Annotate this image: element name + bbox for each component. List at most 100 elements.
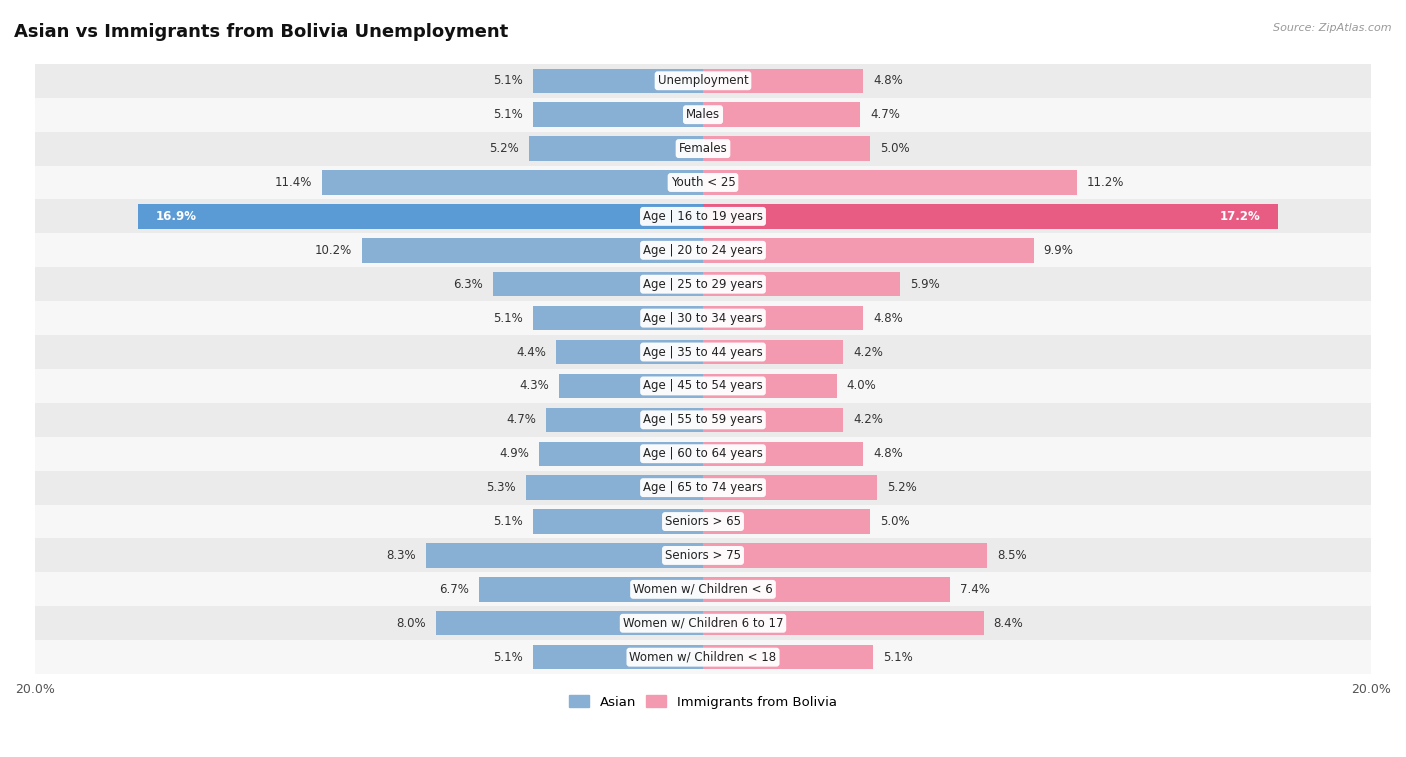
Text: 6.7%: 6.7% bbox=[439, 583, 470, 596]
Text: 4.8%: 4.8% bbox=[873, 312, 903, 325]
Text: Unemployment: Unemployment bbox=[658, 74, 748, 87]
Text: 5.1%: 5.1% bbox=[883, 651, 912, 664]
Text: Women w/ Children < 18: Women w/ Children < 18 bbox=[630, 651, 776, 664]
Bar bbox=[703, 374, 837, 398]
Text: 5.1%: 5.1% bbox=[494, 74, 523, 87]
Bar bbox=[703, 611, 984, 635]
Bar bbox=[703, 136, 870, 160]
Bar bbox=[35, 403, 1371, 437]
Text: Age | 25 to 29 years: Age | 25 to 29 years bbox=[643, 278, 763, 291]
Bar bbox=[703, 272, 900, 297]
Text: 8.3%: 8.3% bbox=[387, 549, 416, 562]
Bar bbox=[35, 132, 1371, 166]
Text: Women w/ Children < 6: Women w/ Children < 6 bbox=[633, 583, 773, 596]
Text: 4.4%: 4.4% bbox=[516, 345, 546, 359]
Bar bbox=[138, 204, 703, 229]
Bar bbox=[555, 340, 703, 364]
Bar bbox=[703, 102, 860, 127]
Text: Seniors > 75: Seniors > 75 bbox=[665, 549, 741, 562]
Bar bbox=[533, 102, 703, 127]
Text: 8.4%: 8.4% bbox=[994, 617, 1024, 630]
Text: 8.0%: 8.0% bbox=[396, 617, 426, 630]
Text: 5.0%: 5.0% bbox=[880, 142, 910, 155]
Text: Seniors > 65: Seniors > 65 bbox=[665, 515, 741, 528]
Bar bbox=[703, 340, 844, 364]
Bar bbox=[703, 645, 873, 669]
Bar bbox=[35, 64, 1371, 98]
Bar bbox=[703, 441, 863, 466]
Bar bbox=[703, 238, 1033, 263]
Bar bbox=[479, 577, 703, 602]
Text: 17.2%: 17.2% bbox=[1220, 210, 1261, 223]
Bar bbox=[703, 475, 877, 500]
Bar bbox=[533, 306, 703, 330]
Text: Source: ZipAtlas.com: Source: ZipAtlas.com bbox=[1274, 23, 1392, 33]
Bar bbox=[35, 471, 1371, 505]
Bar bbox=[703, 407, 844, 432]
Bar bbox=[703, 544, 987, 568]
Bar bbox=[35, 572, 1371, 606]
Text: 5.0%: 5.0% bbox=[880, 515, 910, 528]
Bar bbox=[35, 199, 1371, 233]
Text: 5.2%: 5.2% bbox=[489, 142, 519, 155]
Text: 7.4%: 7.4% bbox=[960, 583, 990, 596]
Text: 16.9%: 16.9% bbox=[155, 210, 197, 223]
Text: 10.2%: 10.2% bbox=[315, 244, 353, 257]
Text: 5.3%: 5.3% bbox=[486, 481, 516, 494]
Text: Age | 35 to 44 years: Age | 35 to 44 years bbox=[643, 345, 763, 359]
Bar bbox=[703, 204, 1278, 229]
Bar bbox=[526, 475, 703, 500]
Text: Males: Males bbox=[686, 108, 720, 121]
Bar bbox=[35, 606, 1371, 640]
Text: Age | 60 to 64 years: Age | 60 to 64 years bbox=[643, 447, 763, 460]
Text: 4.9%: 4.9% bbox=[499, 447, 529, 460]
Bar bbox=[35, 267, 1371, 301]
Bar bbox=[35, 301, 1371, 335]
Text: 5.1%: 5.1% bbox=[494, 515, 523, 528]
Text: 4.2%: 4.2% bbox=[853, 413, 883, 426]
Text: Asian vs Immigrants from Bolivia Unemployment: Asian vs Immigrants from Bolivia Unemplo… bbox=[14, 23, 509, 41]
Bar bbox=[35, 640, 1371, 674]
Text: Age | 30 to 34 years: Age | 30 to 34 years bbox=[643, 312, 763, 325]
Text: 9.9%: 9.9% bbox=[1043, 244, 1074, 257]
Text: 4.3%: 4.3% bbox=[520, 379, 550, 392]
Text: Age | 16 to 19 years: Age | 16 to 19 years bbox=[643, 210, 763, 223]
Bar bbox=[35, 335, 1371, 369]
Bar bbox=[703, 69, 863, 93]
Bar bbox=[703, 306, 863, 330]
Text: 5.1%: 5.1% bbox=[494, 651, 523, 664]
Text: Age | 20 to 24 years: Age | 20 to 24 years bbox=[643, 244, 763, 257]
Bar bbox=[703, 577, 950, 602]
Text: 5.1%: 5.1% bbox=[494, 108, 523, 121]
Text: 5.9%: 5.9% bbox=[910, 278, 939, 291]
Bar bbox=[363, 238, 703, 263]
Bar bbox=[35, 437, 1371, 471]
Bar bbox=[35, 505, 1371, 538]
Bar bbox=[533, 69, 703, 93]
Text: 4.2%: 4.2% bbox=[853, 345, 883, 359]
Text: 4.8%: 4.8% bbox=[873, 74, 903, 87]
Legend: Asian, Immigrants from Bolivia: Asian, Immigrants from Bolivia bbox=[564, 690, 842, 714]
Bar bbox=[540, 441, 703, 466]
Text: Females: Females bbox=[679, 142, 727, 155]
Bar bbox=[533, 509, 703, 534]
Text: 5.1%: 5.1% bbox=[494, 312, 523, 325]
Text: 8.5%: 8.5% bbox=[997, 549, 1026, 562]
Bar bbox=[703, 170, 1077, 195]
Text: Age | 45 to 54 years: Age | 45 to 54 years bbox=[643, 379, 763, 392]
Bar bbox=[35, 369, 1371, 403]
Bar bbox=[492, 272, 703, 297]
Bar bbox=[426, 544, 703, 568]
Text: Age | 65 to 74 years: Age | 65 to 74 years bbox=[643, 481, 763, 494]
Text: 6.3%: 6.3% bbox=[453, 278, 482, 291]
Text: 4.7%: 4.7% bbox=[506, 413, 536, 426]
Bar bbox=[533, 645, 703, 669]
Bar bbox=[703, 509, 870, 534]
Bar bbox=[560, 374, 703, 398]
Text: Women w/ Children 6 to 17: Women w/ Children 6 to 17 bbox=[623, 617, 783, 630]
Bar bbox=[529, 136, 703, 160]
Bar bbox=[35, 538, 1371, 572]
Bar bbox=[35, 98, 1371, 132]
Text: Youth < 25: Youth < 25 bbox=[671, 176, 735, 189]
Text: Age | 55 to 59 years: Age | 55 to 59 years bbox=[643, 413, 763, 426]
